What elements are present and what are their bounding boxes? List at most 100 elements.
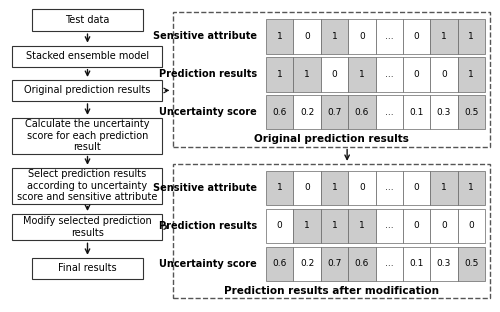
Text: 1: 1 xyxy=(468,183,474,192)
Bar xyxy=(348,246,376,281)
Bar xyxy=(348,171,376,205)
Bar xyxy=(458,57,485,91)
Bar xyxy=(294,57,321,91)
Text: 0: 0 xyxy=(332,70,338,79)
Text: Prediction results: Prediction results xyxy=(159,221,257,231)
Text: 0: 0 xyxy=(414,221,420,230)
Bar xyxy=(348,95,376,129)
Bar xyxy=(266,57,293,91)
Text: 0.6: 0.6 xyxy=(354,108,369,117)
Text: Uncertainty score: Uncertainty score xyxy=(159,107,257,117)
Text: 1: 1 xyxy=(332,183,338,192)
Bar xyxy=(348,19,376,54)
FancyBboxPatch shape xyxy=(32,9,142,31)
Text: 1: 1 xyxy=(304,70,310,79)
Text: 1: 1 xyxy=(359,221,364,230)
Bar xyxy=(294,19,321,54)
Bar xyxy=(458,246,485,281)
Text: 0.7: 0.7 xyxy=(328,259,342,268)
Text: 0.3: 0.3 xyxy=(437,259,451,268)
Text: 0.5: 0.5 xyxy=(464,259,478,268)
Bar xyxy=(430,57,458,91)
Text: ...: ... xyxy=(385,108,394,117)
Bar xyxy=(266,19,293,54)
Text: 1: 1 xyxy=(441,183,447,192)
Text: 0: 0 xyxy=(414,70,420,79)
Text: 0: 0 xyxy=(359,32,364,41)
Text: ...: ... xyxy=(385,32,394,41)
Bar xyxy=(403,246,430,281)
Bar xyxy=(348,209,376,243)
Text: 1: 1 xyxy=(332,221,338,230)
Bar xyxy=(321,246,348,281)
Text: ...: ... xyxy=(385,183,394,192)
Text: 1: 1 xyxy=(277,183,282,192)
Text: ...: ... xyxy=(385,259,394,268)
Text: 1: 1 xyxy=(468,70,474,79)
Bar xyxy=(430,171,458,205)
Text: 0.1: 0.1 xyxy=(410,259,424,268)
Bar xyxy=(321,171,348,205)
Bar xyxy=(294,171,321,205)
Bar xyxy=(458,19,485,54)
Text: ...: ... xyxy=(385,221,394,230)
Text: Uncertainty score: Uncertainty score xyxy=(159,259,257,269)
Text: Calculate the uncertainty
score for each prediction
result: Calculate the uncertainty score for each… xyxy=(25,119,150,152)
Bar xyxy=(430,209,458,243)
Text: 0: 0 xyxy=(304,32,310,41)
Bar xyxy=(376,246,403,281)
Text: 0.1: 0.1 xyxy=(410,108,424,117)
Text: 0.7: 0.7 xyxy=(328,108,342,117)
Text: 0: 0 xyxy=(414,32,420,41)
Text: 1: 1 xyxy=(304,221,310,230)
Bar xyxy=(294,95,321,129)
Bar xyxy=(403,57,430,91)
FancyBboxPatch shape xyxy=(12,80,162,101)
FancyBboxPatch shape xyxy=(12,168,162,203)
Text: ...: ... xyxy=(385,70,394,79)
Text: 0: 0 xyxy=(414,183,420,192)
Bar xyxy=(321,57,348,91)
FancyBboxPatch shape xyxy=(12,118,162,154)
Text: 0.6: 0.6 xyxy=(272,108,287,117)
Text: Stacked ensemble model: Stacked ensemble model xyxy=(26,51,149,61)
Text: 1: 1 xyxy=(277,70,282,79)
Text: 1: 1 xyxy=(332,32,338,41)
Bar xyxy=(403,209,430,243)
Text: 0: 0 xyxy=(304,183,310,192)
Text: 0.2: 0.2 xyxy=(300,108,314,117)
Bar xyxy=(294,209,321,243)
Bar xyxy=(430,246,458,281)
Bar xyxy=(266,171,293,205)
Bar xyxy=(266,246,293,281)
Text: 1: 1 xyxy=(277,32,282,41)
Bar xyxy=(348,57,376,91)
Text: 0: 0 xyxy=(468,221,474,230)
Text: 1: 1 xyxy=(468,32,474,41)
Bar xyxy=(376,171,403,205)
Text: 0.6: 0.6 xyxy=(272,259,287,268)
Text: 0.3: 0.3 xyxy=(437,108,451,117)
Bar xyxy=(294,246,321,281)
Bar xyxy=(403,95,430,129)
Text: 0.2: 0.2 xyxy=(300,259,314,268)
Text: 0.5: 0.5 xyxy=(464,108,478,117)
Text: Final results: Final results xyxy=(58,263,117,273)
Bar xyxy=(321,19,348,54)
Text: Test data: Test data xyxy=(66,15,110,25)
FancyBboxPatch shape xyxy=(12,46,162,67)
Bar xyxy=(430,19,458,54)
Text: Original prediction results: Original prediction results xyxy=(254,134,408,144)
FancyBboxPatch shape xyxy=(12,214,162,240)
Text: Select prediction results
according to uncertainty
score and sensitive attribute: Select prediction results according to u… xyxy=(18,169,158,202)
Text: 0.6: 0.6 xyxy=(354,259,369,268)
Bar xyxy=(376,19,403,54)
Text: 1: 1 xyxy=(441,32,447,41)
Bar xyxy=(403,19,430,54)
Text: 1: 1 xyxy=(359,70,364,79)
Text: Sensitive attribute: Sensitive attribute xyxy=(153,183,257,193)
Bar xyxy=(321,209,348,243)
Bar xyxy=(376,57,403,91)
Bar xyxy=(458,95,485,129)
Text: 0: 0 xyxy=(441,70,447,79)
